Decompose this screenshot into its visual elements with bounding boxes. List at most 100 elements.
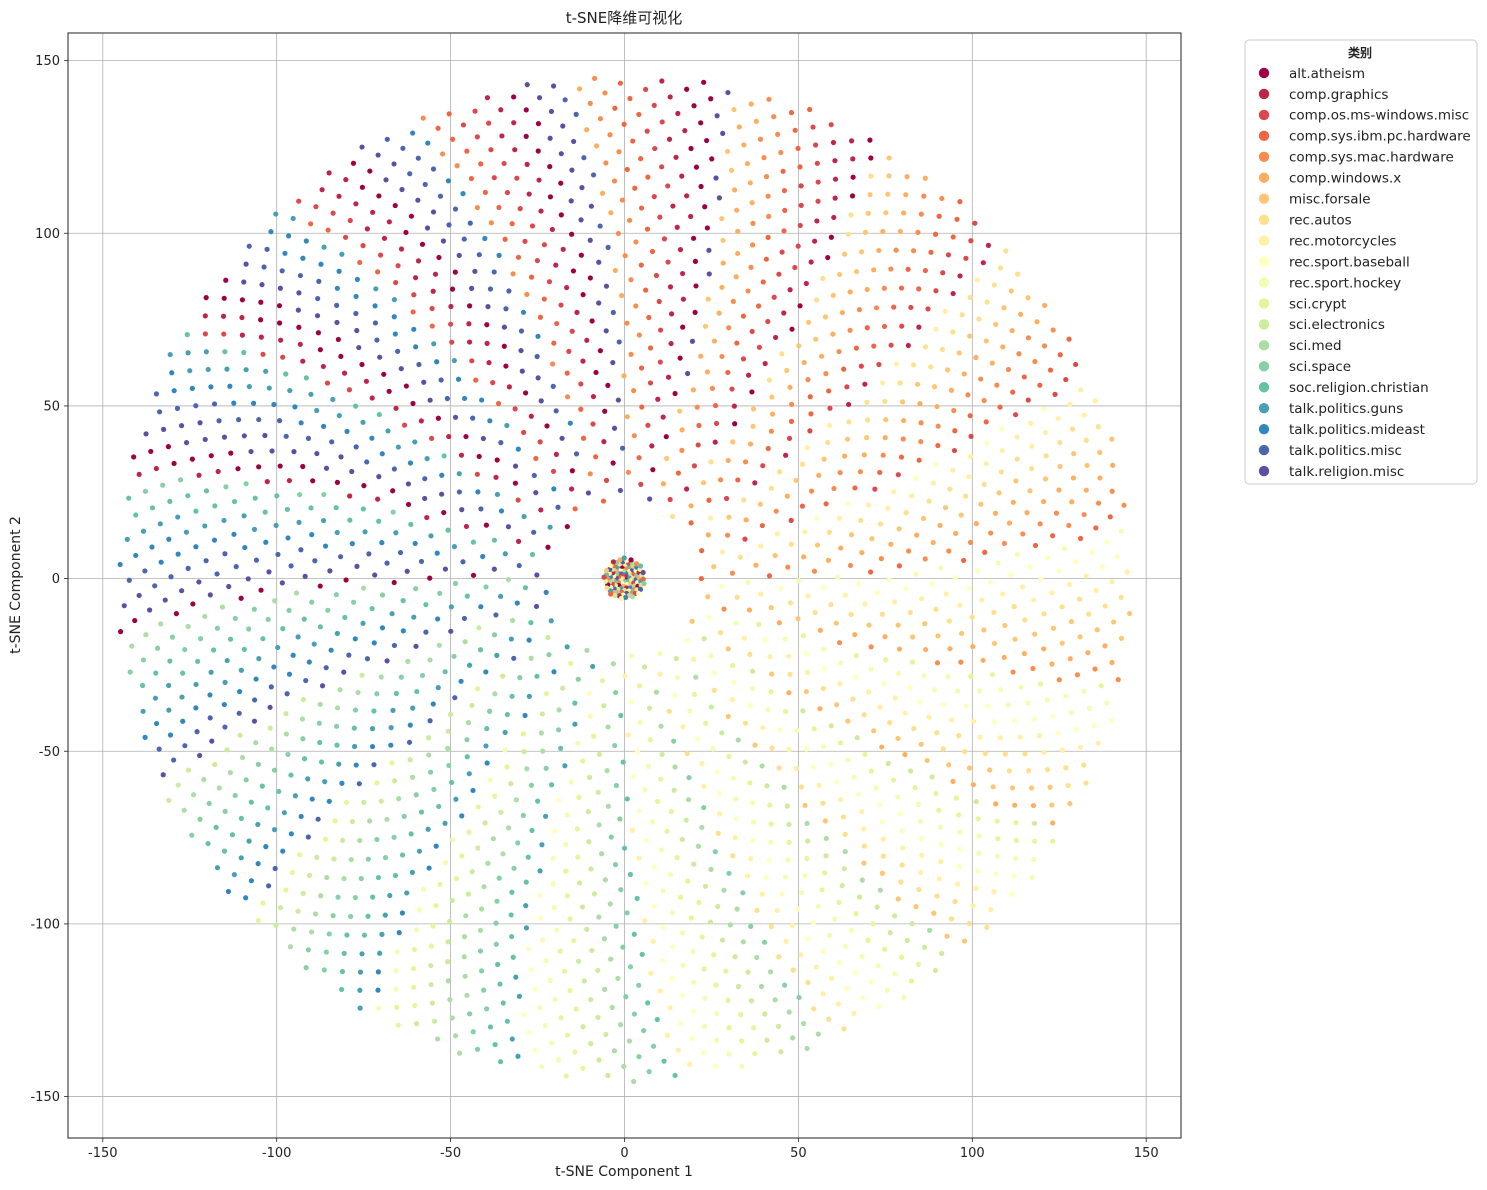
scatter-point <box>493 474 499 480</box>
scatter-point <box>419 241 426 247</box>
scatter-point <box>704 225 710 231</box>
scatter-point <box>869 536 875 542</box>
scatter-point <box>276 788 282 795</box>
scatter-point <box>524 291 530 297</box>
scatter-point <box>229 832 236 838</box>
scatter-point <box>675 470 681 476</box>
scatter-point <box>930 480 936 486</box>
scatter-point <box>828 602 834 608</box>
scatter-point <box>476 453 482 460</box>
scatter-point <box>750 819 757 825</box>
scatter-point <box>265 616 271 622</box>
scatter-point <box>461 934 468 940</box>
scatter-point <box>451 544 458 550</box>
scatter-point <box>509 889 515 895</box>
scatter-point <box>867 191 873 198</box>
scatter-point <box>479 968 485 974</box>
scatter-point <box>265 805 271 811</box>
scatter-point <box>391 314 397 320</box>
scatter-point <box>555 1057 562 1063</box>
scatter-point <box>153 391 160 397</box>
scatter-point <box>643 287 649 293</box>
scatter-point <box>470 1029 476 1035</box>
scatter-point <box>749 800 756 806</box>
scatter-point <box>734 340 740 346</box>
scatter-point <box>486 360 492 366</box>
scatter-point <box>958 659 964 665</box>
scatter-point <box>900 845 906 851</box>
scatter-point <box>543 813 549 819</box>
scatter-point <box>491 566 497 572</box>
scatter-point <box>395 348 401 354</box>
scatter-point <box>221 331 227 337</box>
scatter-point <box>713 1037 720 1044</box>
y-tick-label: -100 <box>30 917 60 932</box>
scatter-point <box>555 727 562 733</box>
scatter-point <box>748 101 754 107</box>
scatter-point <box>782 636 788 642</box>
scatter-point <box>569 231 575 237</box>
scatter-point <box>1031 856 1037 862</box>
scatter-point <box>171 388 177 394</box>
scatter-point <box>892 913 898 919</box>
scatter-point <box>734 906 740 912</box>
scatter-point <box>564 1032 571 1038</box>
scatter-point <box>1025 700 1031 706</box>
scatter-point <box>792 127 798 133</box>
scatter-point <box>237 689 243 695</box>
scatter-point <box>442 566 449 572</box>
scatter-point <box>671 738 677 744</box>
scatter-point <box>915 961 922 967</box>
scatter-point <box>362 529 368 535</box>
scatter-point <box>399 186 405 193</box>
scatter-point <box>782 207 788 214</box>
scatter-point <box>952 898 958 905</box>
scatter-point <box>1124 569 1130 575</box>
scatter-point <box>456 471 462 477</box>
scatter-point <box>918 741 924 747</box>
scatter-point <box>725 646 731 652</box>
scatter-point <box>580 292 586 298</box>
scatter-point <box>933 606 939 613</box>
scatter-point <box>560 685 566 691</box>
scatter-point <box>567 420 573 426</box>
scatter-point <box>810 124 816 130</box>
scatter-point <box>231 872 237 878</box>
scatter-point <box>224 657 230 664</box>
scatter-point <box>864 399 870 405</box>
scatter-point <box>915 229 921 235</box>
scatter-point <box>591 891 598 897</box>
scatter-point <box>788 517 794 524</box>
scatter-point <box>562 968 568 974</box>
scatter-point <box>853 269 860 275</box>
scatter-point <box>865 210 871 216</box>
scatter-point <box>1038 576 1044 582</box>
scatter-point <box>416 848 423 854</box>
scatter-point <box>758 591 764 597</box>
scatter-point <box>300 890 306 897</box>
legend-marker <box>1258 88 1270 100</box>
scatter-point <box>600 498 607 504</box>
scatter-point <box>558 151 564 157</box>
scatter-point <box>461 395 468 402</box>
scatter-point <box>391 579 397 586</box>
scatter-point <box>790 1035 796 1041</box>
scatter-point <box>543 691 549 697</box>
scatter-point <box>297 852 303 858</box>
scatter-point <box>245 576 251 582</box>
scatter-point <box>324 380 331 386</box>
scatter-point <box>733 620 739 626</box>
scatter-point <box>522 585 529 591</box>
scatter-point <box>740 356 747 362</box>
scatter-point <box>428 981 434 988</box>
scatter-point <box>203 295 209 301</box>
scatter-point <box>353 762 359 768</box>
scatter-point <box>584 647 590 654</box>
scatter-point <box>998 469 1004 475</box>
scatter-point <box>361 799 367 805</box>
scatter-point <box>789 401 795 407</box>
scatter-point <box>1067 656 1073 662</box>
scatter-point <box>277 905 284 911</box>
scatter-point <box>496 252 502 258</box>
scatter-point <box>922 621 928 627</box>
